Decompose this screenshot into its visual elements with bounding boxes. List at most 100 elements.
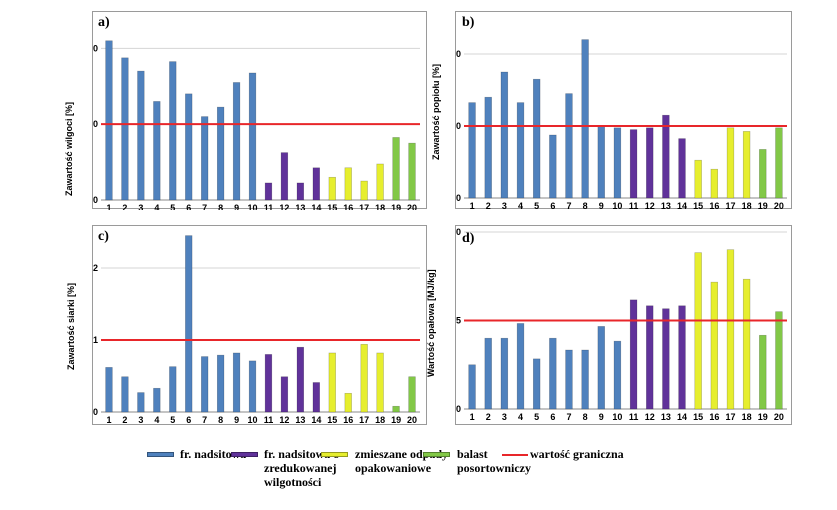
bar-b-10 xyxy=(613,127,622,199)
xtick-c-2: 2 xyxy=(122,415,127,425)
legend-label-green: balast posortowniczy xyxy=(457,447,531,475)
xtick-d-8: 8 xyxy=(583,412,588,422)
xtick-a-10: 10 xyxy=(248,203,258,210)
panel-c-label: c) xyxy=(98,229,109,244)
bar-d-7 xyxy=(565,349,573,410)
bar-d-17 xyxy=(726,249,735,410)
xtick-c-20: 20 xyxy=(407,415,417,425)
bar-b-15 xyxy=(694,159,702,199)
ytick-c-0: 0 xyxy=(93,407,98,417)
bar-b-12 xyxy=(646,127,654,199)
xtick-c-5: 5 xyxy=(170,415,175,425)
xtick-b-2: 2 xyxy=(486,201,491,210)
ytick-b-0: 0 xyxy=(456,193,461,203)
xtick-b-14: 14 xyxy=(677,201,687,210)
bar-a-14 xyxy=(312,167,320,201)
bar-c-15 xyxy=(328,352,336,413)
legend-swatch-yellow xyxy=(321,452,348,457)
bar-c-18 xyxy=(376,352,384,413)
ytick-d-1: 15 xyxy=(456,316,461,326)
xtick-c-3: 3 xyxy=(138,415,143,425)
ytick-a-2: 40 xyxy=(93,43,98,53)
legend-swatch-blue xyxy=(147,452,174,457)
xtick-a-8: 8 xyxy=(218,203,223,210)
bar-c-19 xyxy=(392,405,400,413)
bar-b-4 xyxy=(516,102,525,199)
bar-b-13 xyxy=(662,114,670,199)
xtick-d-6: 6 xyxy=(550,412,555,422)
bar-d-14 xyxy=(678,305,686,410)
xtick-c-11: 11 xyxy=(264,415,274,425)
bar-c-6 xyxy=(185,235,193,413)
ytick-c-1: 1 xyxy=(93,335,98,345)
xtick-a-16: 16 xyxy=(343,203,353,210)
ytick-b-2: 40 xyxy=(456,49,461,59)
xtick-a-7: 7 xyxy=(202,203,207,210)
panel-d-label: d) xyxy=(462,231,475,246)
xtick-b-20: 20 xyxy=(774,201,784,210)
xtick-a-13: 13 xyxy=(295,203,305,210)
bar-b-5 xyxy=(532,78,541,199)
bar-d-10 xyxy=(613,340,622,410)
xtick-a-17: 17 xyxy=(359,203,369,210)
bar-d-8 xyxy=(581,349,589,410)
xtick-c-16: 16 xyxy=(343,415,353,425)
bar-b-16 xyxy=(710,168,719,199)
xtick-c-13: 13 xyxy=(295,415,305,425)
xtick-a-18: 18 xyxy=(375,203,385,210)
bar-a-2 xyxy=(121,57,129,201)
xtick-d-11: 11 xyxy=(629,412,639,422)
panel-b-ylabel: Zawartość popiołu [%] xyxy=(431,63,441,160)
xtick-c-6: 6 xyxy=(186,415,191,425)
xtick-b-6: 6 xyxy=(550,201,555,210)
bar-d-5 xyxy=(532,358,541,410)
xtick-c-4: 4 xyxy=(154,415,159,425)
bar-a-12 xyxy=(280,152,289,201)
bar-a-11 xyxy=(264,182,273,201)
xtick-c-7: 7 xyxy=(202,415,207,425)
xtick-c-12: 12 xyxy=(279,415,289,425)
bar-b-2 xyxy=(484,96,492,199)
bar-a-6 xyxy=(185,93,193,201)
bar-d-13 xyxy=(662,308,670,410)
chart-b-svg: 020401234567891011121314151617181920 xyxy=(456,39,787,210)
xtick-d-16: 16 xyxy=(709,412,719,422)
bar-b-1 xyxy=(468,102,476,199)
legend-label-threshold: wartość graniczna xyxy=(530,447,624,461)
bar-d-11 xyxy=(629,299,638,410)
xtick-c-10: 10 xyxy=(248,415,258,425)
xtick-b-7: 7 xyxy=(566,201,571,210)
xtick-d-2: 2 xyxy=(486,412,491,422)
xtick-b-8: 8 xyxy=(583,201,588,210)
bar-a-4 xyxy=(153,101,161,201)
xtick-b-12: 12 xyxy=(645,201,655,210)
bar-b-7 xyxy=(565,93,573,199)
bar-d-4 xyxy=(516,323,525,410)
legend-label-blue: fr. nadsitowa xyxy=(180,447,247,461)
legend-line-threshold xyxy=(502,454,528,456)
xtick-d-10: 10 xyxy=(612,412,622,422)
xtick-b-13: 13 xyxy=(661,201,671,210)
bar-c-20 xyxy=(408,376,416,413)
xtick-c-8: 8 xyxy=(218,415,223,425)
legend-swatch-green xyxy=(423,452,450,457)
panel-a: 020401234567891011121314151617181920 a) xyxy=(92,11,427,210)
chart-a-svg: 020401234567891011121314151617181920 xyxy=(93,40,420,210)
xtick-d-3: 3 xyxy=(502,412,507,422)
xtick-c-1: 1 xyxy=(106,415,111,425)
bar-d-18 xyxy=(742,278,751,410)
legend-label-purple: fr. nadsitowa o zredukowanej wilgotności xyxy=(264,447,340,489)
legend-swatch-purple xyxy=(231,452,258,457)
bar-a-3 xyxy=(137,70,145,201)
xtick-b-10: 10 xyxy=(612,201,622,210)
xtick-d-7: 7 xyxy=(566,412,571,422)
bar-b-8 xyxy=(581,39,589,199)
xtick-d-14: 14 xyxy=(677,412,687,422)
ytick-a-0: 0 xyxy=(93,195,98,205)
xtick-b-19: 19 xyxy=(758,201,768,210)
bar-d-12 xyxy=(646,305,654,410)
xtick-a-5: 5 xyxy=(170,203,175,210)
xtick-d-4: 4 xyxy=(518,412,523,422)
bar-a-15 xyxy=(328,176,336,201)
xtick-d-15: 15 xyxy=(693,412,703,422)
